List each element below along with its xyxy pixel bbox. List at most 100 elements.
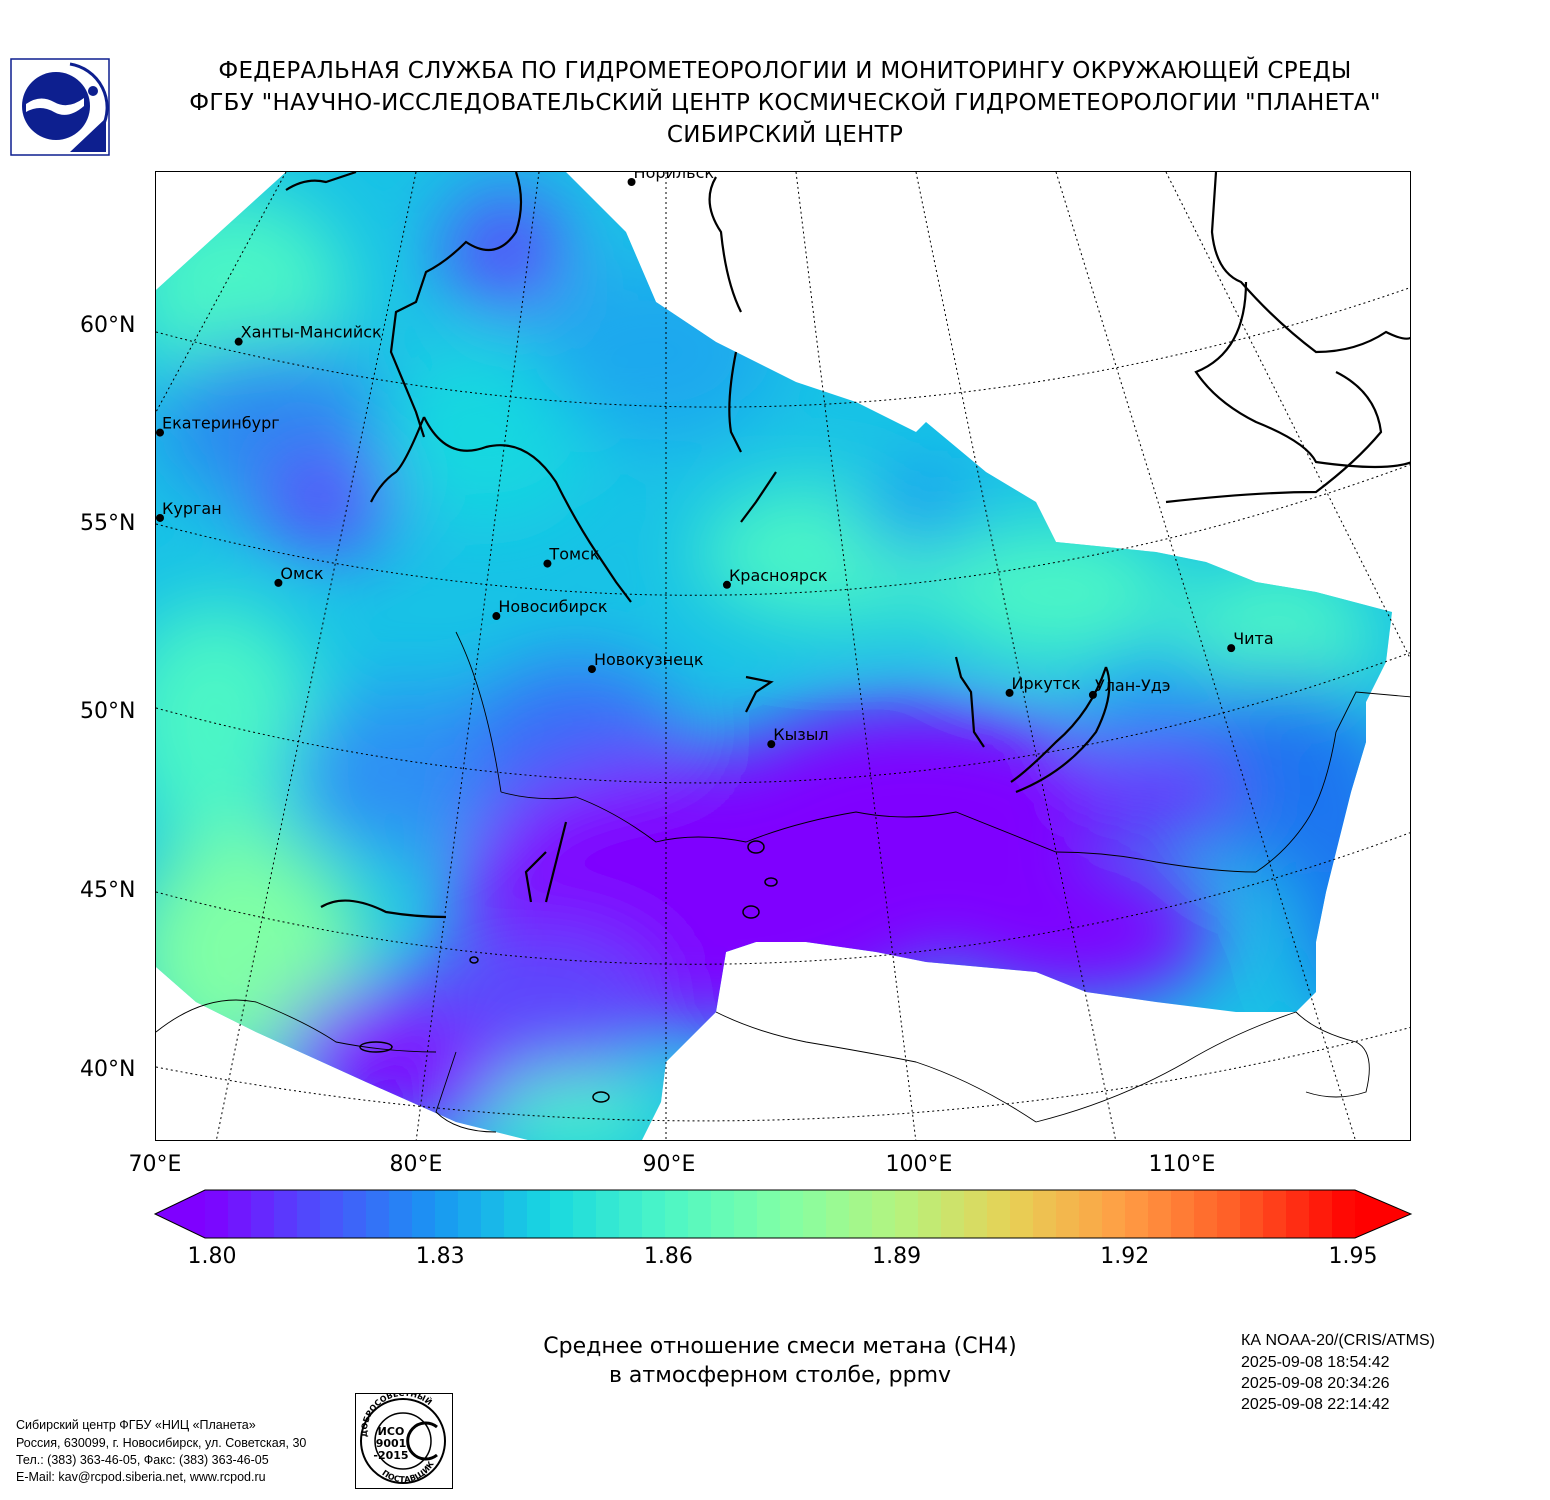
colorbar-segment bbox=[504, 1190, 528, 1238]
colorbar-segment bbox=[757, 1190, 781, 1238]
colorbar-segment bbox=[964, 1190, 988, 1238]
colorbar-segment bbox=[228, 1190, 252, 1238]
ch4-data-swath bbox=[156, 172, 1392, 1140]
city-label: Томск bbox=[548, 545, 599, 564]
city-marker: Чита bbox=[1227, 629, 1274, 653]
city-label: Улан-Удэ bbox=[1095, 676, 1171, 695]
city-dot-icon bbox=[722, 580, 731, 589]
colorbar-segment bbox=[1309, 1190, 1333, 1238]
colorbar-tick-label: 1.80 bbox=[187, 1244, 237, 1269]
cities-layer: Норильск Ханты-Мансийск Екатеринбург Курган… bbox=[156, 172, 1274, 749]
iso-certificate-stamp-icon: ДОБРОСОВЕСТНЫЙ ПОСТАВЩИК ИСО 9001 -2015 bbox=[355, 1393, 453, 1489]
colorbar-segment bbox=[1194, 1190, 1218, 1238]
colorbar-segment bbox=[366, 1190, 390, 1238]
city-label: Норильск bbox=[634, 172, 715, 182]
latitude-label: 60°N bbox=[80, 313, 136, 338]
city-dot-icon bbox=[543, 559, 552, 568]
longitude-label: 100°E bbox=[885, 1152, 953, 1177]
colorbar-tick-label: 1.89 bbox=[872, 1244, 922, 1269]
colorbar-lower-extend-icon bbox=[155, 1190, 205, 1238]
colorbar-outline bbox=[153, 1189, 1413, 1239]
lakes bbox=[359, 840, 778, 1103]
city-dot-icon bbox=[767, 740, 776, 749]
city-dot-icon bbox=[234, 337, 243, 346]
colorbar-segment bbox=[1033, 1190, 1057, 1238]
longitude-label: 80°E bbox=[389, 1152, 443, 1177]
colorbar-segment bbox=[1102, 1190, 1126, 1238]
colorbar-segment bbox=[1125, 1190, 1149, 1238]
colorbar-segment bbox=[343, 1190, 367, 1238]
colorbar-segment bbox=[389, 1190, 413, 1238]
city-dot-icon bbox=[1005, 688, 1014, 697]
colorbar-segment bbox=[550, 1190, 574, 1238]
colorbar-segment bbox=[1263, 1190, 1287, 1238]
city-label: Иркутск bbox=[1012, 674, 1081, 693]
colorbar-segment bbox=[274, 1190, 298, 1238]
city-marker: Кызыл bbox=[767, 725, 829, 749]
methane-map: Норильск Ханты-Мансийск Екатеринбург Курган… bbox=[155, 171, 1411, 1141]
longitude-label: 70°E bbox=[128, 1152, 182, 1177]
city-marker: Курган bbox=[156, 499, 222, 522]
colorbar-segment bbox=[826, 1190, 850, 1238]
map-canvas: Норильск Ханты-Мансийск Екатеринбург Курган… bbox=[156, 172, 1410, 1140]
colorbar-segment bbox=[1079, 1190, 1103, 1238]
colorbar-segment bbox=[596, 1190, 620, 1238]
city-label: Чита bbox=[1233, 629, 1274, 648]
header-center: СИБИРСКИЙ ЦЕНТР bbox=[666, 122, 904, 148]
contact-email: E-Mail: kav@rcpod.siberia.net, www.rcpod… bbox=[16, 1470, 266, 1484]
longitude-label: 90°E bbox=[642, 1152, 696, 1177]
latitude-label: 55°N bbox=[80, 511, 136, 536]
colorbar-segment bbox=[1217, 1190, 1241, 1238]
city-dot-icon bbox=[156, 428, 164, 437]
latitude-label: 50°N bbox=[80, 699, 136, 724]
city-dot-icon bbox=[156, 513, 164, 522]
city-label: Омск bbox=[280, 564, 323, 583]
colorbar-segment bbox=[642, 1190, 666, 1238]
colorbar-segment bbox=[205, 1190, 229, 1238]
header-institute: ФГБУ "НАУЧНО-ИССЛЕДОВАТЕЛЬСКИЙ ЦЕНТР КОС… bbox=[189, 90, 1381, 116]
colorbar-segment bbox=[1010, 1190, 1034, 1238]
iso-stamp-line: ИСО bbox=[378, 1425, 405, 1438]
colorbar-segment bbox=[987, 1190, 1011, 1238]
city-dot-icon bbox=[274, 578, 283, 587]
contact-org: Сибирский центр ФГБУ «НИЦ «Планета» bbox=[16, 1418, 256, 1432]
satellite-pass-time: 2025-09-08 22:14:42 bbox=[1241, 1396, 1390, 1413]
colorbar-segment bbox=[619, 1190, 643, 1238]
colorbar-segment bbox=[573, 1190, 597, 1238]
colorbar-segment bbox=[1286, 1190, 1310, 1238]
city-label: Курган bbox=[162, 499, 222, 518]
colorbar-segment bbox=[297, 1190, 321, 1238]
header-agency: ФЕДЕРАЛЬНАЯ СЛУЖБА ПО ГИДРОМЕТЕОРОЛОГИИ … bbox=[218, 58, 1352, 84]
colorbar-upper-extend-icon bbox=[1355, 1190, 1411, 1238]
city-marker: Норильск bbox=[627, 172, 715, 186]
colorbar-segment bbox=[780, 1190, 804, 1238]
colorbar-segment bbox=[458, 1190, 482, 1238]
city-marker: Новокузнецк bbox=[587, 650, 704, 674]
city-label: Красноярск bbox=[729, 566, 828, 585]
satellite-pass-time: 2025-09-08 20:34:26 bbox=[1241, 1375, 1390, 1392]
colorbar-segment bbox=[918, 1190, 942, 1238]
city-marker: Иркутск bbox=[1005, 674, 1081, 697]
city-dot-icon bbox=[1088, 690, 1097, 699]
city-marker: Новосибирск bbox=[492, 597, 608, 621]
latitude-label: 40°N bbox=[80, 1057, 136, 1082]
colorbar-segment bbox=[872, 1190, 896, 1238]
colorbar-segment bbox=[320, 1190, 344, 1238]
city-label: Новосибирск bbox=[498, 597, 607, 616]
colorbar-segment bbox=[803, 1190, 827, 1238]
colorbar-segment bbox=[251, 1190, 275, 1238]
city-marker: Улан-Удэ bbox=[1088, 676, 1171, 699]
city-marker: Екатеринбург bbox=[156, 414, 280, 437]
colorbar-segment bbox=[527, 1190, 551, 1238]
colorbar-tick-label: 1.95 bbox=[1328, 1244, 1378, 1269]
longitude-label: 110°E bbox=[1148, 1152, 1216, 1177]
country-borders bbox=[156, 631, 1410, 1133]
satellite-name: КА NOAA-20/(CRIS/ATMS) bbox=[1241, 1332, 1435, 1349]
contact-phone: Тел.: (383) 363-46-05, Факс: (383) 363-4… bbox=[16, 1453, 269, 1467]
city-label: Новокузнецк bbox=[594, 650, 704, 669]
colorbar-segment bbox=[1171, 1190, 1195, 1238]
contact-address: Россия, 630099, г. Новосибирск, ул. Сове… bbox=[16, 1436, 307, 1450]
colorbar-tick-label: 1.92 bbox=[1100, 1244, 1150, 1269]
colorbar-segment bbox=[1240, 1190, 1264, 1238]
colorbar-segment bbox=[481, 1190, 505, 1238]
